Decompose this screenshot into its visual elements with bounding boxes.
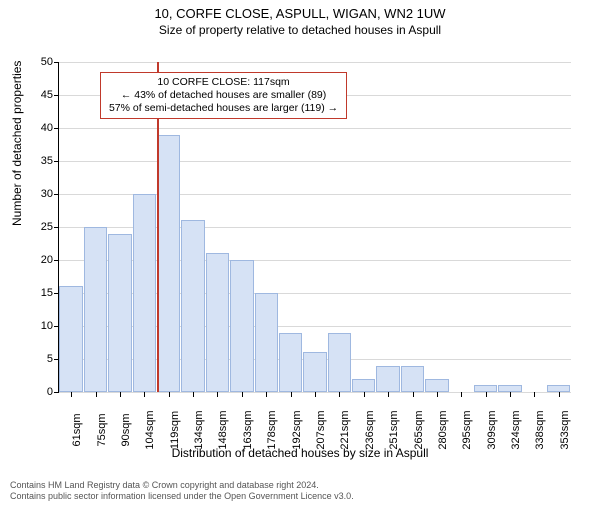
- xtick-mark: [71, 392, 72, 397]
- xtick-label: 178sqm: [266, 410, 278, 449]
- ytick-label: 35: [41, 155, 53, 167]
- xtick-mark: [364, 392, 365, 397]
- xtick-label: 236sqm: [364, 410, 376, 449]
- histogram-bar: [279, 333, 302, 392]
- histogram-bar: [133, 194, 156, 392]
- ytick-label: 40: [41, 122, 53, 134]
- xtick-label: 61sqm: [71, 413, 83, 446]
- chart-subtitle: Size of property relative to detached ho…: [0, 23, 600, 37]
- plot-area: 0510152025303540455061sqm75sqm90sqm104sq…: [58, 62, 571, 393]
- annotation-line: ← 43% of detached houses are smaller (89…: [109, 89, 338, 102]
- ytick-mark: [54, 392, 59, 393]
- histogram-bar: [255, 293, 278, 392]
- xtick-mark: [291, 392, 292, 397]
- histogram-bar: [181, 220, 204, 392]
- xtick-label: 309sqm: [486, 410, 498, 449]
- histogram-bar: [401, 366, 424, 392]
- xtick-mark: [510, 392, 511, 397]
- xtick-mark: [120, 392, 121, 397]
- histogram-bar: [59, 286, 82, 392]
- xtick-mark: [486, 392, 487, 397]
- ytick-mark: [54, 62, 59, 63]
- gridline: [59, 128, 571, 129]
- xtick-label: 221sqm: [339, 410, 351, 449]
- ytick-mark: [54, 161, 59, 162]
- xtick-mark: [144, 392, 145, 397]
- ytick-label: 10: [41, 320, 53, 332]
- annotation-line: 10 CORFE CLOSE: 117sqm: [109, 76, 338, 89]
- xtick-label: 148sqm: [217, 410, 229, 449]
- xtick-mark: [461, 392, 462, 397]
- histogram-bar: [206, 253, 229, 392]
- ytick-mark: [54, 326, 59, 327]
- xtick-mark: [266, 392, 267, 397]
- annotation-box: 10 CORFE CLOSE: 117sqm← 43% of detached …: [100, 72, 347, 119]
- ytick-mark: [54, 260, 59, 261]
- ytick-label: 25: [41, 221, 53, 233]
- histogram-bar: [352, 379, 375, 392]
- ytick-label: 30: [41, 188, 53, 200]
- ytick-label: 50: [41, 56, 53, 68]
- histogram-bar: [108, 234, 131, 392]
- xtick-mark: [388, 392, 389, 397]
- ytick-mark: [54, 293, 59, 294]
- histogram-bar: [157, 135, 180, 392]
- y-axis-label: Number of detached properties: [10, 61, 24, 226]
- xtick-label: 251sqm: [388, 410, 400, 449]
- ytick-label: 5: [47, 353, 53, 365]
- histogram-bar: [547, 385, 570, 392]
- ytick-mark: [54, 194, 59, 195]
- xtick-label: 75sqm: [96, 413, 108, 446]
- xtick-mark: [339, 392, 340, 397]
- xtick-label: 90sqm: [120, 413, 132, 446]
- xtick-label: 119sqm: [169, 411, 181, 449]
- footer-line: Contains public sector information licen…: [10, 491, 354, 502]
- xtick-label: 280sqm: [437, 410, 449, 449]
- xtick-mark: [169, 392, 170, 397]
- histogram-bar: [328, 333, 351, 392]
- ytick-mark: [54, 128, 59, 129]
- histogram-bar: [425, 379, 448, 392]
- xtick-label: 265sqm: [413, 410, 425, 449]
- xtick-mark: [437, 392, 438, 397]
- xtick-mark: [193, 392, 194, 397]
- chart-container: 10, CORFE CLOSE, ASPULL, WIGAN, WN2 1UW …: [0, 6, 600, 506]
- xtick-label: 353sqm: [559, 410, 571, 449]
- histogram-bar: [230, 260, 253, 392]
- xtick-label: 207sqm: [315, 410, 327, 449]
- histogram-bar: [376, 366, 399, 392]
- ytick-label: 45: [41, 89, 53, 101]
- xtick-label: 295sqm: [461, 410, 473, 449]
- xtick-label: 163sqm: [242, 410, 254, 449]
- xtick-mark: [413, 392, 414, 397]
- x-axis-label: Distribution of detached houses by size …: [0, 446, 600, 460]
- xtick-label: 134sqm: [193, 410, 205, 449]
- ytick-mark: [54, 227, 59, 228]
- chart-title: 10, CORFE CLOSE, ASPULL, WIGAN, WN2 1UW: [0, 6, 600, 21]
- xtick-mark: [315, 392, 316, 397]
- xtick-label: 192sqm: [291, 410, 303, 449]
- histogram-bar: [498, 385, 521, 392]
- histogram-bar: [474, 385, 497, 392]
- xtick-mark: [217, 392, 218, 397]
- ytick-label: 15: [41, 287, 53, 299]
- histogram-bar: [303, 352, 326, 392]
- xtick-mark: [96, 392, 97, 397]
- ytick-mark: [54, 95, 59, 96]
- xtick-mark: [559, 392, 560, 397]
- gridline: [59, 161, 571, 162]
- gridline: [59, 62, 571, 63]
- footer-line: Contains HM Land Registry data © Crown c…: [10, 480, 354, 491]
- ytick-label: 0: [47, 386, 53, 398]
- xtick-label: 324sqm: [510, 410, 522, 449]
- annotation-line: 57% of semi-detached houses are larger (…: [109, 102, 338, 115]
- xtick-mark: [242, 392, 243, 397]
- ytick-label: 20: [41, 254, 53, 266]
- ytick-mark: [54, 359, 59, 360]
- xtick-mark: [534, 392, 535, 397]
- xtick-label: 338sqm: [534, 410, 546, 449]
- xtick-label: 104sqm: [144, 410, 156, 449]
- histogram-bar: [84, 227, 107, 392]
- footer-credits: Contains HM Land Registry data © Crown c…: [10, 480, 354, 503]
